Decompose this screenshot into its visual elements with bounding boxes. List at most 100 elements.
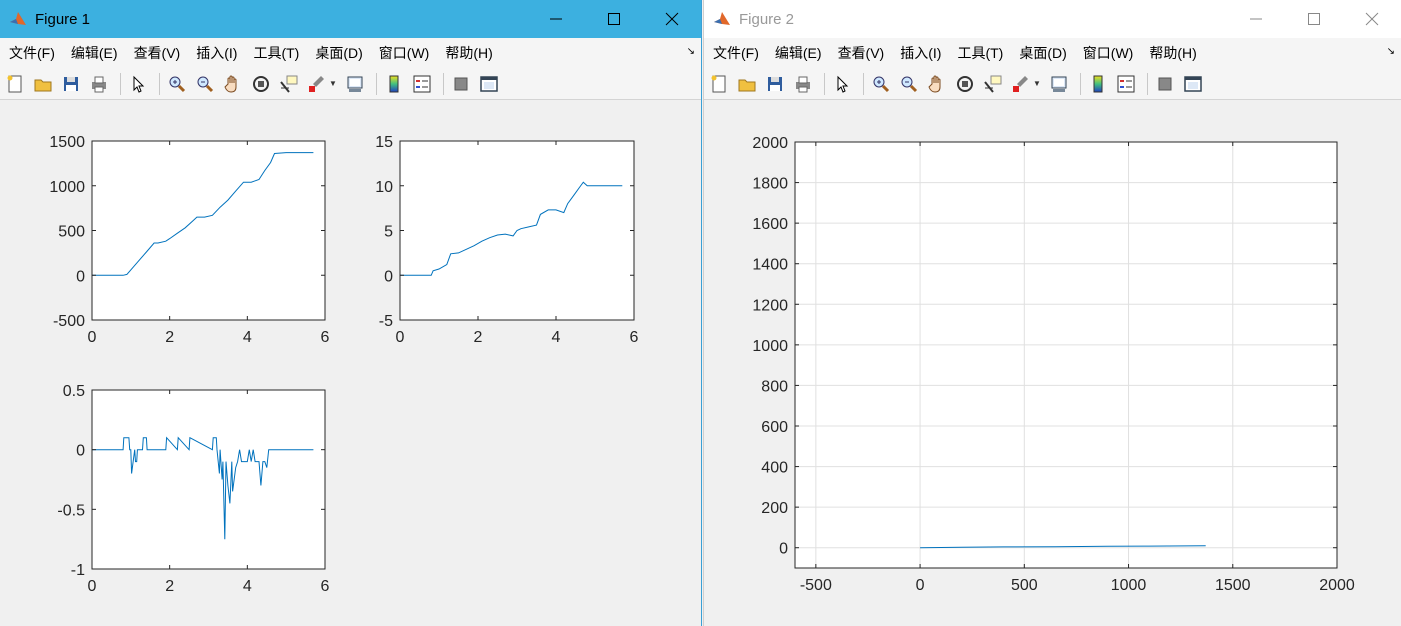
hide-plot-tools-button[interactable] bbox=[1153, 72, 1177, 96]
menu-help[interactable]: 帮助(H) bbox=[445, 45, 493, 61]
title-bar[interactable]: Figure 1 bbox=[0, 0, 701, 38]
y-tick-label: 15 bbox=[375, 134, 393, 151]
menu-window[interactable]: 窗口(W) bbox=[1082, 45, 1134, 61]
pan-hand-button[interactable] bbox=[925, 72, 949, 96]
edit-plot-arrow-button[interactable] bbox=[126, 72, 150, 96]
pan-hand-button[interactable] bbox=[221, 72, 245, 96]
new-figure-button[interactable] bbox=[707, 72, 731, 96]
toolbar-separator bbox=[863, 72, 864, 95]
y-tick-label: 2000 bbox=[752, 135, 788, 152]
close-button[interactable] bbox=[643, 0, 701, 38]
menu-help[interactable]: 帮助(H) bbox=[1149, 45, 1197, 61]
menu-edit[interactable]: 编辑(E) bbox=[70, 45, 118, 61]
data-cursor-button[interactable] bbox=[981, 72, 1005, 96]
x-tick-label: 0 bbox=[88, 329, 97, 346]
rotate-3d-button[interactable] bbox=[953, 72, 977, 96]
x-tick-label: 2 bbox=[165, 578, 174, 595]
brush-icon bbox=[309, 75, 324, 92]
legend-button[interactable] bbox=[1114, 72, 1138, 96]
hide-plot-tools-icon bbox=[454, 77, 468, 90]
zoom-in-button[interactable] bbox=[869, 72, 893, 96]
brush-button[interactable] bbox=[1009, 72, 1033, 96]
toolbar-separator bbox=[1146, 72, 1148, 95]
toolbar-separator bbox=[375, 72, 377, 95]
colorbar-button[interactable] bbox=[382, 72, 406, 96]
y-tick-label: 1200 bbox=[752, 297, 788, 314]
figure-2-plot: -500 0 500 1000 1500 2000 0 200 400 600 800 1000 120… bbox=[752, 135, 1354, 594]
zoom-in-button[interactable] bbox=[165, 72, 189, 96]
y-tick-label: 5 bbox=[384, 224, 393, 241]
menu-file[interactable]: 文件(F) bbox=[9, 45, 55, 61]
series-line[interactable] bbox=[920, 545, 1206, 549]
menu-desktop[interactable]: 桌面(D) bbox=[1019, 45, 1067, 61]
x-tick-label: 2 bbox=[474, 329, 483, 346]
link-plot-button[interactable] bbox=[1047, 72, 1071, 96]
series-line[interactable] bbox=[92, 436, 314, 540]
data-cursor-icon bbox=[984, 75, 1002, 93]
hide-plot-tools-button[interactable] bbox=[449, 72, 473, 96]
new-figure-icon bbox=[711, 75, 726, 92]
show-plot-tools-button[interactable] bbox=[477, 72, 501, 96]
menu-insert[interactable]: 插入(I) bbox=[900, 45, 942, 61]
maximize-button[interactable] bbox=[585, 0, 643, 38]
edit-plot-arrow-icon bbox=[133, 75, 145, 93]
menu-desktop[interactable]: 桌面(D) bbox=[315, 45, 363, 61]
y-tick-label: -1 bbox=[71, 562, 85, 579]
link-plot-button[interactable] bbox=[343, 72, 367, 96]
brush-button[interactable] bbox=[305, 72, 329, 96]
menu-tools[interactable]: 工具(T) bbox=[957, 45, 1004, 61]
open-file-button[interactable] bbox=[735, 72, 759, 96]
edit-plot-arrow-button[interactable] bbox=[830, 72, 854, 96]
close-button[interactable] bbox=[1343, 0, 1401, 38]
x-tick-label: 6 bbox=[630, 329, 639, 346]
menu-arrow-icon[interactable]: ↘ bbox=[1386, 46, 1395, 57]
zoom-out-button[interactable] bbox=[897, 72, 921, 96]
print-button[interactable] bbox=[87, 72, 111, 96]
x-tick-label: -500 bbox=[800, 577, 832, 594]
zoom-out-button[interactable] bbox=[193, 72, 217, 96]
series-line[interactable] bbox=[92, 152, 314, 276]
edit-plot-arrow-icon bbox=[837, 75, 849, 93]
legend-button[interactable] bbox=[410, 72, 434, 96]
colorbar-button[interactable] bbox=[1086, 72, 1110, 96]
print-button[interactable] bbox=[791, 72, 815, 96]
menu-view[interactable]: 查看(V) bbox=[837, 45, 885, 61]
series-line[interactable] bbox=[400, 181, 623, 276]
save-button[interactable] bbox=[59, 72, 83, 96]
zoom-in-icon bbox=[169, 76, 186, 92]
x-tick-label: 1000 bbox=[1111, 577, 1147, 594]
axes-subplot-3[interactable]: 0 2 4 6 -1 -0.5 0 0.5 bbox=[57, 383, 329, 595]
show-plot-tools-icon bbox=[480, 75, 498, 92]
toolbar-separator bbox=[120, 72, 121, 95]
data-cursor-button[interactable] bbox=[277, 72, 301, 96]
y-tick-label: 500 bbox=[58, 224, 85, 241]
minimize-button[interactable] bbox=[527, 0, 585, 38]
minimize-button[interactable] bbox=[1227, 0, 1285, 38]
menu-edit[interactable]: 编辑(E) bbox=[774, 45, 822, 61]
pan-hand-icon bbox=[928, 75, 941, 93]
brush-dropdown-icon[interactable]: ▼ bbox=[329, 79, 337, 88]
brush-icon bbox=[1013, 75, 1028, 92]
rotate-3d-button[interactable] bbox=[249, 72, 273, 96]
axes-xy-plot[interactable]: -500 0 500 1000 1500 2000 0 200 400 600 800 1000 120… bbox=[752, 135, 1354, 594]
menu-insert[interactable]: 插入(I) bbox=[196, 45, 238, 61]
y-tick-label: 0 bbox=[76, 443, 85, 460]
menu-file[interactable]: 文件(F) bbox=[713, 45, 759, 61]
menu-window[interactable]: 窗口(W) bbox=[378, 45, 430, 61]
new-figure-button[interactable] bbox=[3, 72, 27, 96]
menu-tools[interactable]: 工具(T) bbox=[253, 45, 300, 61]
menu-view[interactable]: 查看(V) bbox=[133, 45, 181, 61]
brush-dropdown-icon[interactable]: ▼ bbox=[1033, 79, 1041, 88]
maximize-button[interactable] bbox=[1285, 0, 1343, 38]
menu-arrow-icon[interactable]: ↘ bbox=[686, 46, 695, 57]
show-plot-tools-button[interactable] bbox=[1181, 72, 1205, 96]
y-tick-label: 1800 bbox=[752, 176, 788, 193]
title-bar[interactable]: Figure 2 bbox=[704, 0, 1401, 38]
save-button[interactable] bbox=[763, 72, 787, 96]
open-file-button[interactable] bbox=[31, 72, 55, 96]
y-tick-label: 0 bbox=[384, 268, 393, 285]
save-icon bbox=[64, 76, 78, 91]
